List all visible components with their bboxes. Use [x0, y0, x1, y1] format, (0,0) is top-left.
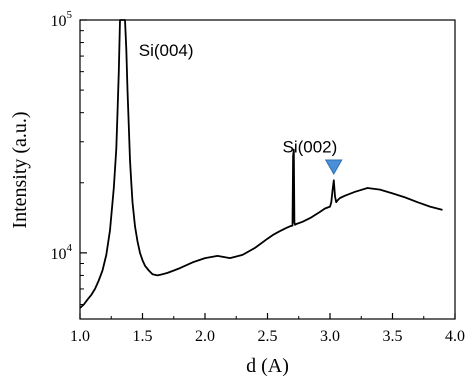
y-tick-label: 105	[51, 9, 73, 30]
x-tick-label: 1.5	[133, 328, 153, 345]
plot-frame	[79, 19, 456, 320]
x-tick-label: 3.5	[383, 328, 403, 345]
x-tick-label: 1.0	[70, 328, 90, 345]
peak-annotation: Si(002)	[283, 137, 338, 156]
series-line	[79, 19, 443, 309]
y-axis-label: Intensity (a.u.)	[9, 111, 31, 228]
annotations: Si(004) Si(002)	[139, 41, 338, 156]
y-tick-label: 104	[51, 242, 73, 263]
peak-annotation: Si(004)	[139, 41, 194, 60]
markers	[324, 159, 343, 176]
x-axis-label: d (A)	[246, 355, 289, 377]
y-axis-ticks: 104 105	[51, 9, 87, 306]
x-tick-label: 4.0	[445, 328, 465, 345]
triangle-marker-icon	[324, 159, 343, 176]
x-tick-label: 2.0	[195, 328, 215, 345]
x-tick-label: 3.0	[320, 328, 340, 345]
x-tick-label: 2.5	[258, 328, 278, 345]
x-axis-ticks: 1.0 1.5 2.0 2.5 3.0 3.5 4.0	[70, 313, 465, 345]
